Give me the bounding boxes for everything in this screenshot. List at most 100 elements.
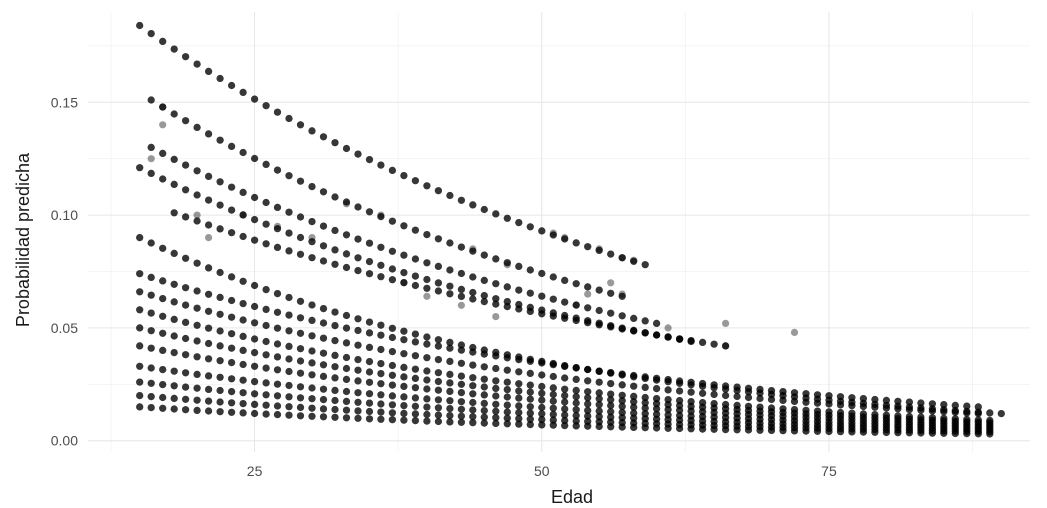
- data-point: [136, 234, 144, 242]
- data-point: [480, 346, 488, 354]
- data-point: [676, 377, 684, 385]
- data-point: [584, 400, 592, 408]
- data-point: [423, 231, 431, 239]
- data-point: [342, 144, 351, 153]
- data-point: [216, 225, 224, 233]
- data-point: [331, 226, 339, 235]
- data-point: [526, 357, 534, 365]
- data-point: [538, 227, 546, 235]
- data-point: [273, 324, 282, 332]
- data-point: [365, 329, 374, 337]
- data-point: [331, 351, 339, 359]
- data-point: [699, 389, 707, 397]
- data-point: [664, 333, 672, 341]
- data-point: [492, 313, 500, 321]
- data-point: [480, 298, 488, 306]
- data-point: [296, 233, 305, 242]
- data-point: [561, 362, 569, 370]
- data-point: [354, 356, 362, 364]
- data-point: [572, 314, 580, 322]
- data-point: [319, 319, 328, 327]
- data-point: [182, 117, 190, 125]
- data-point: [641, 317, 649, 325]
- data-point: [434, 342, 442, 350]
- data-point: [951, 415, 959, 423]
- data-point: [515, 262, 523, 270]
- data-point: [365, 368, 374, 376]
- data-point: [561, 235, 569, 243]
- data-point: [882, 411, 891, 419]
- data-point: [457, 346, 465, 354]
- data-point: [940, 406, 948, 414]
- data-point: [538, 382, 546, 391]
- data-point: [561, 392, 569, 400]
- data-point: [618, 292, 626, 300]
- data-point: [584, 319, 592, 327]
- data-point: [239, 300, 247, 308]
- data-point: [963, 415, 971, 423]
- data-point: [400, 373, 408, 381]
- data-point: [273, 392, 282, 400]
- data-point: [228, 273, 236, 281]
- data-point: [595, 389, 603, 397]
- data-point: [377, 370, 385, 378]
- data-point: [239, 211, 247, 219]
- data-point: [434, 262, 442, 270]
- data-point: [182, 53, 190, 61]
- data-point: [457, 196, 465, 204]
- data-point: [457, 346, 465, 354]
- data-point: [285, 114, 293, 123]
- data-point: [251, 335, 259, 343]
- data-point: [193, 396, 201, 404]
- data-point: [423, 292, 431, 300]
- data-point: [687, 425, 695, 433]
- data-point: [388, 265, 396, 273]
- data-point: [607, 380, 615, 388]
- data-point: [411, 410, 419, 418]
- data-point: [457, 380, 465, 388]
- data-point: [262, 198, 270, 207]
- data-point: [607, 369, 615, 377]
- data-point: [296, 345, 305, 353]
- data-point: [296, 345, 305, 353]
- data-point: [434, 417, 442, 426]
- data-point: [699, 389, 707, 397]
- data-point: [882, 428, 891, 437]
- y-tick-label: 0.15: [51, 94, 78, 110]
- data-point: [377, 321, 385, 329]
- data-point: [147, 169, 155, 177]
- data-point: [963, 407, 971, 415]
- data-point: [572, 364, 580, 372]
- data-point: [687, 378, 695, 386]
- data-point: [342, 263, 351, 272]
- data-point: [538, 389, 546, 397]
- data-point: [515, 380, 523, 388]
- data-point: [653, 385, 661, 393]
- data-point: [296, 233, 305, 242]
- data-point: [549, 372, 557, 381]
- data-point: [273, 353, 282, 361]
- data-point: [917, 404, 925, 412]
- data-point: [354, 398, 362, 406]
- data-point: [319, 257, 328, 265]
- data-point: [342, 364, 351, 373]
- data-point: [411, 177, 419, 185]
- data-point: [136, 324, 144, 332]
- data-point: [515, 286, 523, 294]
- data-point: [182, 186, 190, 194]
- data-point: [216, 342, 224, 350]
- data-point: [388, 348, 396, 356]
- data-point: [377, 408, 385, 416]
- data-point: [607, 396, 615, 404]
- data-point: [193, 123, 201, 131]
- data-point: [836, 428, 845, 436]
- data-point: [147, 29, 155, 38]
- data-point: [653, 319, 661, 327]
- data-point: [170, 209, 178, 217]
- data-point: [434, 369, 442, 377]
- data-point: [228, 273, 236, 281]
- data-point: [434, 396, 442, 404]
- data-point: [572, 393, 580, 401]
- data-point: [251, 378, 259, 386]
